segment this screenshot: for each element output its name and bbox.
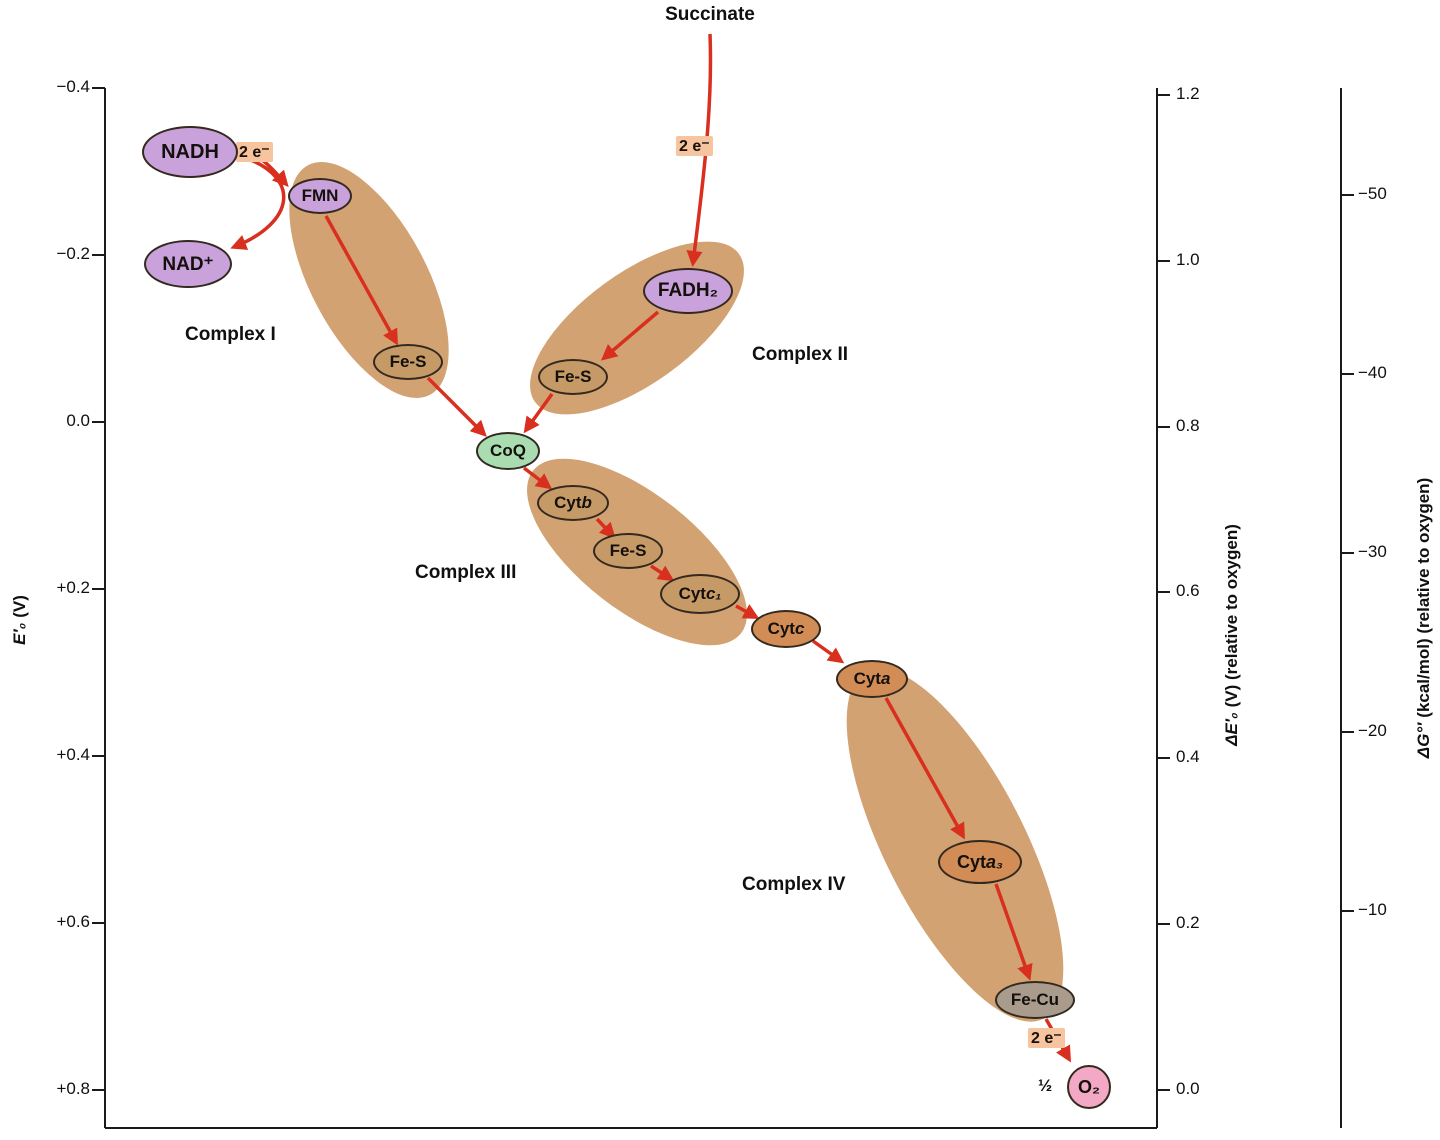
node-cytc1: Cyt c₁: [660, 574, 740, 614]
right-e-axis-label: ΔE′₀ (V) (relative to oxygen): [1222, 524, 1242, 746]
right-g-axis-label: ΔG°′ (kcal/mol) (relative to oxygen): [1414, 478, 1434, 758]
complex-1-region: [289, 162, 449, 398]
arrow-fmn-fes1: [324, 215, 398, 346]
right-e-tick: 1.0: [1176, 250, 1200, 269]
electrons-succinate-label: 2 e⁻: [676, 136, 713, 156]
node-cyta-letter: a: [880, 669, 891, 688]
node-cytc1-letter: c₁: [705, 584, 722, 603]
right-g-tick: −30: [1358, 542, 1387, 561]
left-tick: +0.4: [56, 745, 90, 764]
arrow-fadh2-fes2: [600, 310, 660, 361]
left-axis-label-unit: (V): [10, 595, 29, 618]
node-cytb-prefix: Cyt: [554, 493, 582, 512]
right-g-tick: −50: [1358, 184, 1387, 203]
node-fes-complex2: Fe-S: [538, 359, 608, 395]
arrow-cyta3-fecu: [994, 883, 1033, 981]
node-o2: O₂: [1067, 1065, 1111, 1109]
arrow-nadh-nad: [230, 156, 286, 250]
node-cyta3-prefix: Cyt: [956, 851, 986, 872]
complex-2-label: Complex II: [752, 344, 849, 365]
right-e-tick: 0.4: [1176, 747, 1200, 766]
node-coq: CoQ: [476, 432, 540, 470]
electrons-nadh-label: 2 e⁻: [236, 142, 273, 162]
right-g-tick: −40: [1358, 363, 1387, 382]
left-tick: 0.0: [66, 411, 90, 430]
node-nadh: NADH: [142, 126, 238, 178]
node-fmn: FMN: [288, 178, 352, 214]
arrow-fes3-cytc1: [650, 564, 675, 582]
node-cytc1-prefix: Cyt: [678, 584, 706, 603]
left-tick: −0.4: [56, 77, 90, 96]
complex-3-label: Complex III: [415, 562, 517, 583]
axis-ticks: [92, 87, 1354, 1091]
right-e-tick: 1.2: [1176, 84, 1200, 103]
left-tick: +0.6: [56, 912, 90, 931]
arrow-cyta-cyta3: [884, 697, 965, 840]
left-tick: +0.8: [56, 1079, 90, 1098]
arrow-fes1-coq: [426, 376, 487, 437]
left-tick: −0.2: [56, 244, 90, 263]
arrow-coq-cytb: [522, 466, 553, 490]
node-cyta3: Cyt a₃: [938, 840, 1022, 884]
succinate-label: Succinate: [665, 4, 755, 25]
left-tick: +0.2: [56, 578, 90, 597]
arrow-cytb-fes3: [595, 517, 616, 539]
node-fecu: Fe-Cu: [995, 981, 1075, 1019]
complex-4-label: Complex IV: [742, 874, 846, 895]
node-cytb-letter: b: [581, 493, 592, 512]
node-fes-complex3: Fe-S: [593, 533, 663, 569]
node-cytc-letter: c: [794, 619, 805, 638]
node-cyta3-letter: a₃: [986, 851, 1004, 872]
right-e-tick: 0.0: [1176, 1079, 1200, 1098]
arrow-cytc-cyta: [811, 639, 845, 664]
right-g-axis-label-var: ΔG°′: [1414, 722, 1433, 759]
right-e-axis-label-var: ΔE′₀: [1222, 712, 1241, 746]
arrow-cytc1-cytc: [735, 604, 760, 619]
right-e-tick: 0.6: [1176, 581, 1200, 600]
node-fes-complex1: Fe-S: [373, 344, 443, 380]
node-cytb: Cyt b: [537, 485, 609, 521]
left-axis-label: E′₀ (V): [10, 595, 30, 645]
left-axis-label-var: E′₀: [10, 622, 29, 645]
arrow-fes2-coq: [523, 392, 554, 434]
right-e-tick: 0.2: [1176, 913, 1200, 932]
right-g-tick: −20: [1358, 721, 1387, 740]
right-g-axis-label-unit: (kcal/mol) (relative to oxygen): [1414, 477, 1433, 718]
electrons-oxygen-label: 2 e⁻: [1028, 1028, 1065, 1048]
node-cyta-prefix: Cyt: [853, 669, 881, 688]
half-oxygen-label: ½: [1038, 1076, 1053, 1095]
node-cytc-prefix: Cyt: [767, 619, 795, 638]
right-e-axis-label-unit: (V) (relative to oxygen): [1222, 524, 1241, 708]
node-cytc: Cyt c: [751, 610, 821, 648]
right-e-tick: 0.8: [1176, 416, 1200, 435]
complex-1-label: Complex I: [185, 324, 276, 345]
right-g-tick: −10: [1358, 900, 1387, 919]
node-cyta: Cyt a: [836, 660, 908, 698]
node-nad: NAD⁺: [144, 240, 232, 288]
node-fadh2: FADH₂: [643, 268, 733, 314]
